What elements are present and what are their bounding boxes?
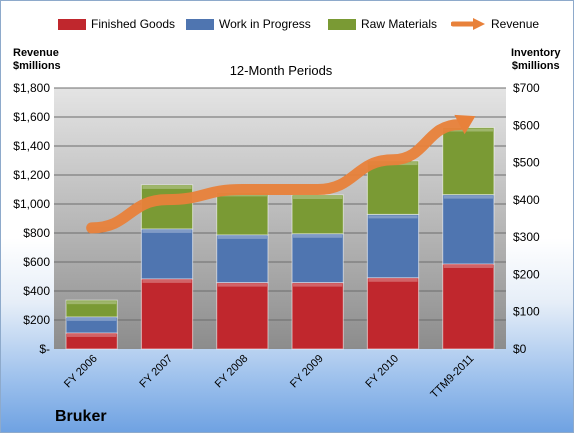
legend-work-in-progress: Work in Progress xyxy=(186,15,311,33)
company-name: Bruker xyxy=(55,408,107,425)
bar-segment xyxy=(140,228,194,280)
bar-segment xyxy=(442,127,495,196)
right-axis-title-line2: $millions xyxy=(511,60,560,72)
bar-highlight xyxy=(217,283,267,287)
x-tick-label: TTM9-2011 xyxy=(428,353,476,401)
bar-segment xyxy=(291,282,344,350)
right-axis-title: Inventory $millions xyxy=(511,47,561,73)
left-tick-label: $1,400 xyxy=(13,139,50,153)
left-tick-label: $800 xyxy=(23,226,50,240)
left-tick-label: $200 xyxy=(23,313,50,327)
chart-title: 12-Month Periods xyxy=(229,63,333,78)
left-axis-title-line1: Revenue xyxy=(13,47,59,59)
revenue-arrowhead xyxy=(454,114,476,135)
legend-label-raw-materials: Raw Materials xyxy=(361,17,438,31)
legend-raw-materials: Raw Materials xyxy=(328,15,437,33)
bar-highlight xyxy=(67,317,117,321)
bar-highlight xyxy=(67,333,117,337)
x-tick-label: FY 2006 xyxy=(62,353,100,391)
x-tick-label: FY 2007 xyxy=(137,353,175,391)
x-tick-label: FY 2009 xyxy=(288,353,326,391)
bar-segment xyxy=(291,233,344,284)
bar-highlight xyxy=(368,215,418,219)
left-tick-label: $1,200 xyxy=(13,168,50,182)
bar-highlight xyxy=(142,229,192,233)
right-tick-label: $200 xyxy=(513,267,540,281)
left-axis-title-line2: $millions xyxy=(13,60,61,72)
right-tick-label: $500 xyxy=(513,156,540,170)
legend-swatch-finished-goods xyxy=(58,18,86,30)
x-tick-label: FY 2008 xyxy=(213,353,251,391)
bar-segment xyxy=(366,160,420,215)
legend-swatch-work-in-progress xyxy=(186,18,214,30)
right-tick-label: $300 xyxy=(513,230,540,244)
bar-segment xyxy=(442,263,495,350)
x-tick-label: FY 2010 xyxy=(363,353,401,391)
right-axis-title-line1: Inventory xyxy=(511,47,561,59)
bar-segment xyxy=(291,194,344,235)
bar-segment xyxy=(366,213,420,279)
left-axis-title: Revenue $millions xyxy=(13,47,61,73)
left-tick-label: $1,000 xyxy=(13,197,50,211)
bar-highlight xyxy=(217,235,267,239)
revenue-line xyxy=(86,114,476,234)
bar-highlight xyxy=(293,283,343,287)
right-tick-label: $400 xyxy=(513,193,540,207)
right-tick-label: $100 xyxy=(513,305,540,319)
left-tick-label: $1,800 xyxy=(13,81,50,95)
bars xyxy=(65,127,495,350)
legend: Finished Goods Work in Progress Raw Mate… xyxy=(1,15,574,33)
legend-label-finished-goods: Finished Goods xyxy=(91,17,176,31)
bar-segment xyxy=(216,282,269,350)
left-tick-label: $1,600 xyxy=(13,110,50,124)
bar-highlight xyxy=(142,279,192,283)
left-tick-label: $400 xyxy=(23,284,50,298)
legend-swatch-raw-materials xyxy=(328,18,356,30)
right-tick-label: $600 xyxy=(513,118,540,132)
legend-arrow-icon xyxy=(451,18,485,30)
bar-highlight xyxy=(67,301,117,305)
bar-segment xyxy=(216,234,269,284)
left-tick-label: $- xyxy=(39,342,50,356)
bar-segment xyxy=(65,299,118,318)
bar-highlight xyxy=(443,128,493,132)
bar-segment xyxy=(366,277,420,350)
legend-finished-goods: Finished Goods xyxy=(58,15,175,33)
right-tick-label: $0 xyxy=(513,342,527,356)
bar-highlight xyxy=(443,264,493,268)
left-tick-label: $600 xyxy=(23,255,50,269)
right-tick-label: $700 xyxy=(513,81,540,95)
bar-segment xyxy=(140,278,194,350)
bar-segment xyxy=(216,191,269,236)
bar-highlight xyxy=(293,196,343,200)
bar-highlight xyxy=(443,195,493,199)
revenue-line-path xyxy=(86,119,465,234)
legend-label-revenue: Revenue xyxy=(491,17,540,31)
legend-label-work-in-progress: Work in Progress xyxy=(219,17,311,31)
bar-highlight xyxy=(142,185,192,189)
legend-revenue: Revenue xyxy=(451,15,539,33)
bar-segment xyxy=(442,194,495,265)
bar-highlight xyxy=(293,234,343,238)
bar-highlight xyxy=(368,278,418,282)
gridlines xyxy=(54,87,506,321)
